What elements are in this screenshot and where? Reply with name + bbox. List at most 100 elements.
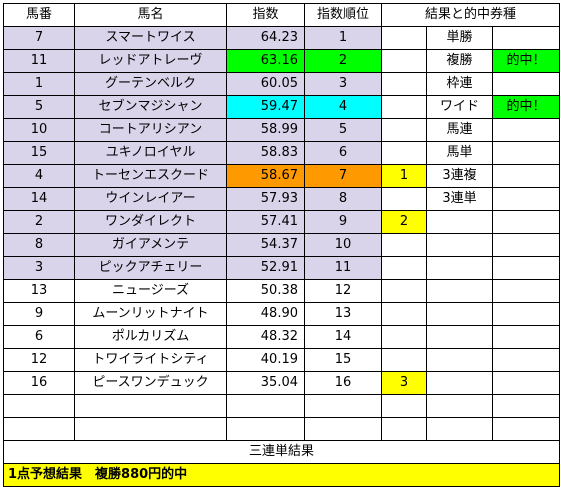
- hit-cell[interactable]: [492, 26, 560, 50]
- empty-cell[interactable]: [304, 417, 382, 441]
- hit-cell[interactable]: [492, 348, 560, 372]
- horse-name-cell[interactable]: ワンダイレクト: [74, 210, 227, 234]
- horse-name-cell[interactable]: セブンマジシャン: [74, 95, 227, 119]
- horse-name-cell[interactable]: ガイアメンテ: [74, 233, 227, 257]
- horse-no-cell[interactable]: 5: [3, 95, 75, 119]
- rank-cell[interactable]: 15: [304, 348, 382, 372]
- bet-type-cell[interactable]: 馬連: [426, 118, 493, 142]
- index-cell[interactable]: 60.05: [226, 72, 305, 96]
- horse-name-cell[interactable]: ピックアチェリー: [74, 256, 227, 280]
- bet-type-cell[interactable]: ワイド: [426, 95, 493, 119]
- header-result[interactable]: 結果と的中券種: [381, 3, 560, 27]
- index-cell[interactable]: 64.23: [226, 26, 305, 50]
- hit-cell[interactable]: [492, 325, 560, 349]
- finish-position-cell[interactable]: 2: [381, 210, 427, 234]
- empty-cell[interactable]: [3, 417, 75, 441]
- hit-cell[interactable]: [492, 279, 560, 303]
- rank-cell[interactable]: 5: [304, 118, 382, 142]
- horse-no-cell[interactable]: 7: [3, 26, 75, 50]
- horse-name-cell[interactable]: グーテンベルク: [74, 72, 227, 96]
- index-cell[interactable]: 48.32: [226, 325, 305, 349]
- hit-cell[interactable]: [492, 187, 560, 211]
- hit-cell[interactable]: 的中！: [492, 95, 560, 119]
- bet-type-cell[interactable]: [426, 233, 493, 257]
- rank-cell[interactable]: 1: [304, 26, 382, 50]
- rank-cell[interactable]: 6: [304, 141, 382, 165]
- index-cell[interactable]: 50.38: [226, 279, 305, 303]
- bet-type-cell[interactable]: 3連単: [426, 187, 493, 211]
- hit-cell[interactable]: [492, 118, 560, 142]
- index-cell[interactable]: 58.99: [226, 118, 305, 142]
- bet-type-cell[interactable]: 複勝: [426, 49, 493, 73]
- rank-cell[interactable]: 16: [304, 371, 382, 395]
- horse-no-cell[interactable]: 10: [3, 118, 75, 142]
- finish-position-cell[interactable]: [381, 95, 427, 119]
- finish-position-cell[interactable]: [381, 72, 427, 96]
- index-cell[interactable]: 52.91: [226, 256, 305, 280]
- bet-type-cell[interactable]: [426, 302, 493, 326]
- horse-no-cell[interactable]: 11: [3, 49, 75, 73]
- finish-position-cell[interactable]: [381, 233, 427, 257]
- rank-cell[interactable]: 2: [304, 49, 382, 73]
- hit-cell[interactable]: [492, 141, 560, 165]
- hit-cell[interactable]: [492, 256, 560, 280]
- horse-name-cell[interactable]: ニュージーズ: [74, 279, 227, 303]
- horse-name-cell[interactable]: ユキノロイヤル: [74, 141, 227, 165]
- rank-cell[interactable]: 10: [304, 233, 382, 257]
- rank-cell[interactable]: 3: [304, 72, 382, 96]
- horse-name-cell[interactable]: ムーンリットナイト: [74, 302, 227, 326]
- finish-position-cell[interactable]: [381, 302, 427, 326]
- bet-type-cell[interactable]: 馬単: [426, 141, 493, 165]
- rank-cell[interactable]: 14: [304, 325, 382, 349]
- empty-cell[interactable]: [426, 417, 493, 441]
- horse-no-cell[interactable]: 9: [3, 302, 75, 326]
- horse-no-cell[interactable]: 13: [3, 279, 75, 303]
- index-cell[interactable]: 48.90: [226, 302, 305, 326]
- empty-cell[interactable]: [304, 394, 382, 418]
- finish-position-cell[interactable]: 3: [381, 371, 427, 395]
- index-cell[interactable]: 54.37: [226, 233, 305, 257]
- empty-cell[interactable]: [226, 394, 305, 418]
- bet-type-cell[interactable]: [426, 256, 493, 280]
- empty-cell[interactable]: [426, 394, 493, 418]
- rank-cell[interactable]: 11: [304, 256, 382, 280]
- rank-cell[interactable]: 12: [304, 279, 382, 303]
- finish-position-cell[interactable]: [381, 256, 427, 280]
- finish-position-cell[interactable]: [381, 49, 427, 73]
- bet-type-cell[interactable]: [426, 210, 493, 234]
- index-cell[interactable]: 58.83: [226, 141, 305, 165]
- bet-type-cell[interactable]: 単勝: [426, 26, 493, 50]
- bet-type-cell[interactable]: [426, 325, 493, 349]
- horse-name-cell[interactable]: ポルカリズム: [74, 325, 227, 349]
- index-cell[interactable]: 59.47: [226, 95, 305, 119]
- horse-name-cell[interactable]: ピースワンデュック: [74, 371, 227, 395]
- horse-no-cell[interactable]: 2: [3, 210, 75, 234]
- rank-cell[interactable]: 7: [304, 164, 382, 188]
- bet-type-cell[interactable]: [426, 348, 493, 372]
- horse-name-cell[interactable]: コートアリシアン: [74, 118, 227, 142]
- finish-position-cell[interactable]: [381, 118, 427, 142]
- finish-position-cell[interactable]: [381, 141, 427, 165]
- finish-position-cell[interactable]: [381, 348, 427, 372]
- horse-no-cell[interactable]: 16: [3, 371, 75, 395]
- horse-no-cell[interactable]: 3: [3, 256, 75, 280]
- rank-cell[interactable]: 9: [304, 210, 382, 234]
- summary-cell[interactable]: 1点予想結果 複勝880円的中: [3, 463, 560, 487]
- horse-no-cell[interactable]: 8: [3, 233, 75, 257]
- horse-name-cell[interactable]: トワイライトシティ: [74, 348, 227, 372]
- index-cell[interactable]: 57.41: [226, 210, 305, 234]
- horse-no-cell[interactable]: 14: [3, 187, 75, 211]
- index-cell[interactable]: 40.19: [226, 348, 305, 372]
- empty-cell[interactable]: [226, 417, 305, 441]
- horse-no-cell[interactable]: 15: [3, 141, 75, 165]
- finish-position-cell[interactable]: [381, 26, 427, 50]
- hit-cell[interactable]: 的中！: [492, 49, 560, 73]
- rank-cell[interactable]: 8: [304, 187, 382, 211]
- bet-type-cell[interactable]: 枠連: [426, 72, 493, 96]
- rank-cell[interactable]: 13: [304, 302, 382, 326]
- index-cell[interactable]: 58.67: [226, 164, 305, 188]
- horse-name-cell[interactable]: ウインレイアー: [74, 187, 227, 211]
- finish-position-cell[interactable]: [381, 325, 427, 349]
- header-index[interactable]: 指数: [226, 3, 305, 27]
- index-cell[interactable]: 57.93: [226, 187, 305, 211]
